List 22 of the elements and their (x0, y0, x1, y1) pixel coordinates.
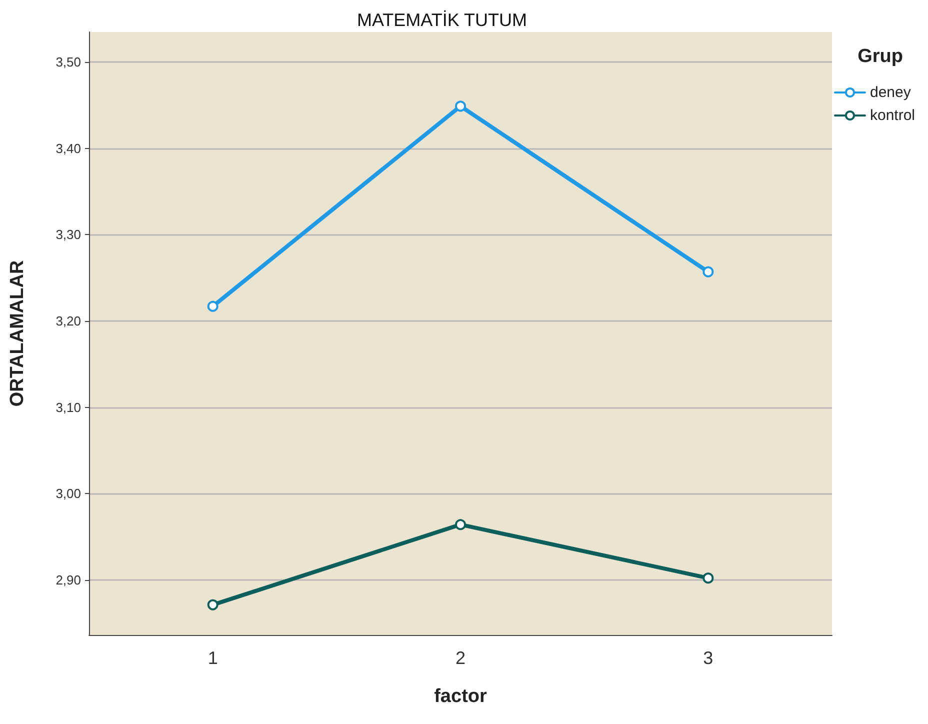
x-tick-label: 2 (455, 648, 466, 668)
y-tick-label: 3,30 (56, 227, 81, 242)
legend-label: deney (870, 84, 912, 101)
x-axis-title: factor (434, 686, 488, 707)
y-tick-label: 2,90 (56, 572, 81, 588)
legend-label: kontrol (870, 107, 916, 124)
point (207, 599, 218, 610)
x-tick-label: 1 (208, 648, 218, 668)
point (455, 100, 466, 112)
chart-title: MATEMATİK TUTUM (357, 10, 527, 30)
y-tick-label: 3,50 (56, 54, 81, 70)
y-tick-label: 3,40 (56, 140, 81, 156)
y-tick-label: 3,10 (56, 400, 81, 415)
y-tick-label: 3,00 (56, 486, 81, 502)
legend-title: Grup (858, 46, 904, 67)
point (455, 519, 466, 530)
point (702, 266, 714, 278)
point (207, 300, 218, 312)
y-tick-label: 3,20 (56, 313, 81, 328)
point (702, 572, 714, 584)
x-tick-label: 3 (703, 648, 714, 668)
y-axis-title: ORTALAMALAR (7, 260, 28, 407)
